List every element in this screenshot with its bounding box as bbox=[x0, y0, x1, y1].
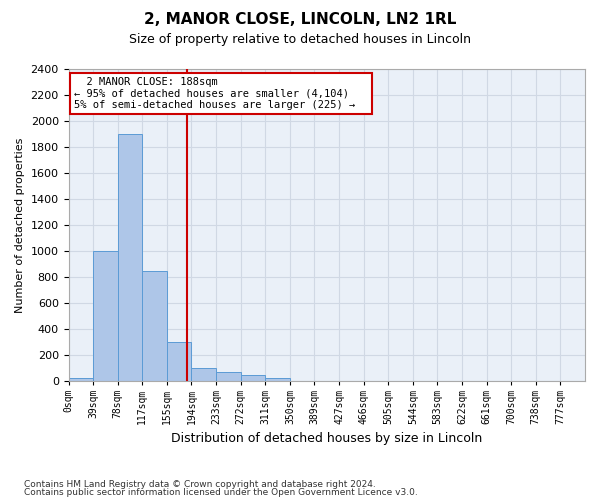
Y-axis label: Number of detached properties: Number of detached properties bbox=[15, 138, 25, 313]
Bar bbox=[93, 252, 118, 382]
Bar bbox=[191, 368, 216, 382]
Text: Contains public sector information licensed under the Open Government Licence v3: Contains public sector information licen… bbox=[24, 488, 418, 497]
Bar bbox=[216, 372, 241, 382]
Bar bbox=[265, 378, 290, 382]
Bar bbox=[118, 134, 142, 382]
Text: 2 MANOR CLOSE: 188sqm
← 95% of detached houses are smaller (4,104)
5% of semi-de: 2 MANOR CLOSE: 188sqm ← 95% of detached … bbox=[74, 77, 367, 110]
X-axis label: Distribution of detached houses by size in Lincoln: Distribution of detached houses by size … bbox=[171, 432, 482, 445]
Bar bbox=[290, 381, 314, 382]
Text: 2, MANOR CLOSE, LINCOLN, LN2 1RL: 2, MANOR CLOSE, LINCOLN, LN2 1RL bbox=[144, 12, 456, 28]
Text: Contains HM Land Registry data © Crown copyright and database right 2024.: Contains HM Land Registry data © Crown c… bbox=[24, 480, 376, 489]
Bar bbox=[142, 271, 167, 382]
Bar bbox=[241, 375, 265, 382]
Bar bbox=[167, 342, 191, 382]
Text: Size of property relative to detached houses in Lincoln: Size of property relative to detached ho… bbox=[129, 32, 471, 46]
Bar bbox=[68, 378, 93, 382]
